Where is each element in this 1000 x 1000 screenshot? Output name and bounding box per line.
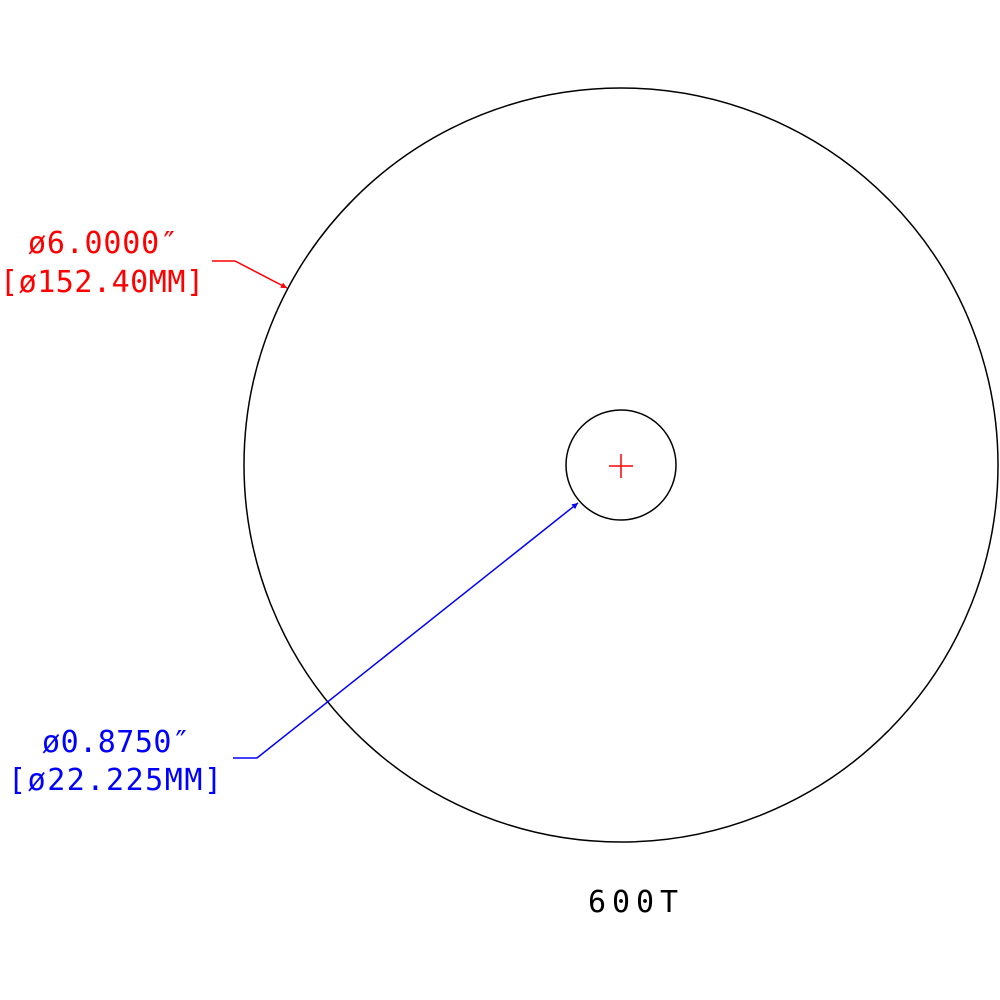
inner-diameter-inch: ø0.8750″ [42, 725, 190, 760]
inner-diameter-leader [233, 502, 579, 759]
inner-circle [565, 409, 677, 521]
outer-diameter-leader [212, 260, 288, 289]
outer-circle [243, 87, 999, 843]
part-label: 600T [588, 885, 678, 920]
outer-diameter-inch: ø6.0000″ [28, 226, 178, 261]
inner-diameter-mm: [ø22.225MM] [8, 763, 222, 798]
outer-diameter-mm: [ø152.40MM] [0, 265, 204, 300]
center-mark [609, 454, 633, 478]
